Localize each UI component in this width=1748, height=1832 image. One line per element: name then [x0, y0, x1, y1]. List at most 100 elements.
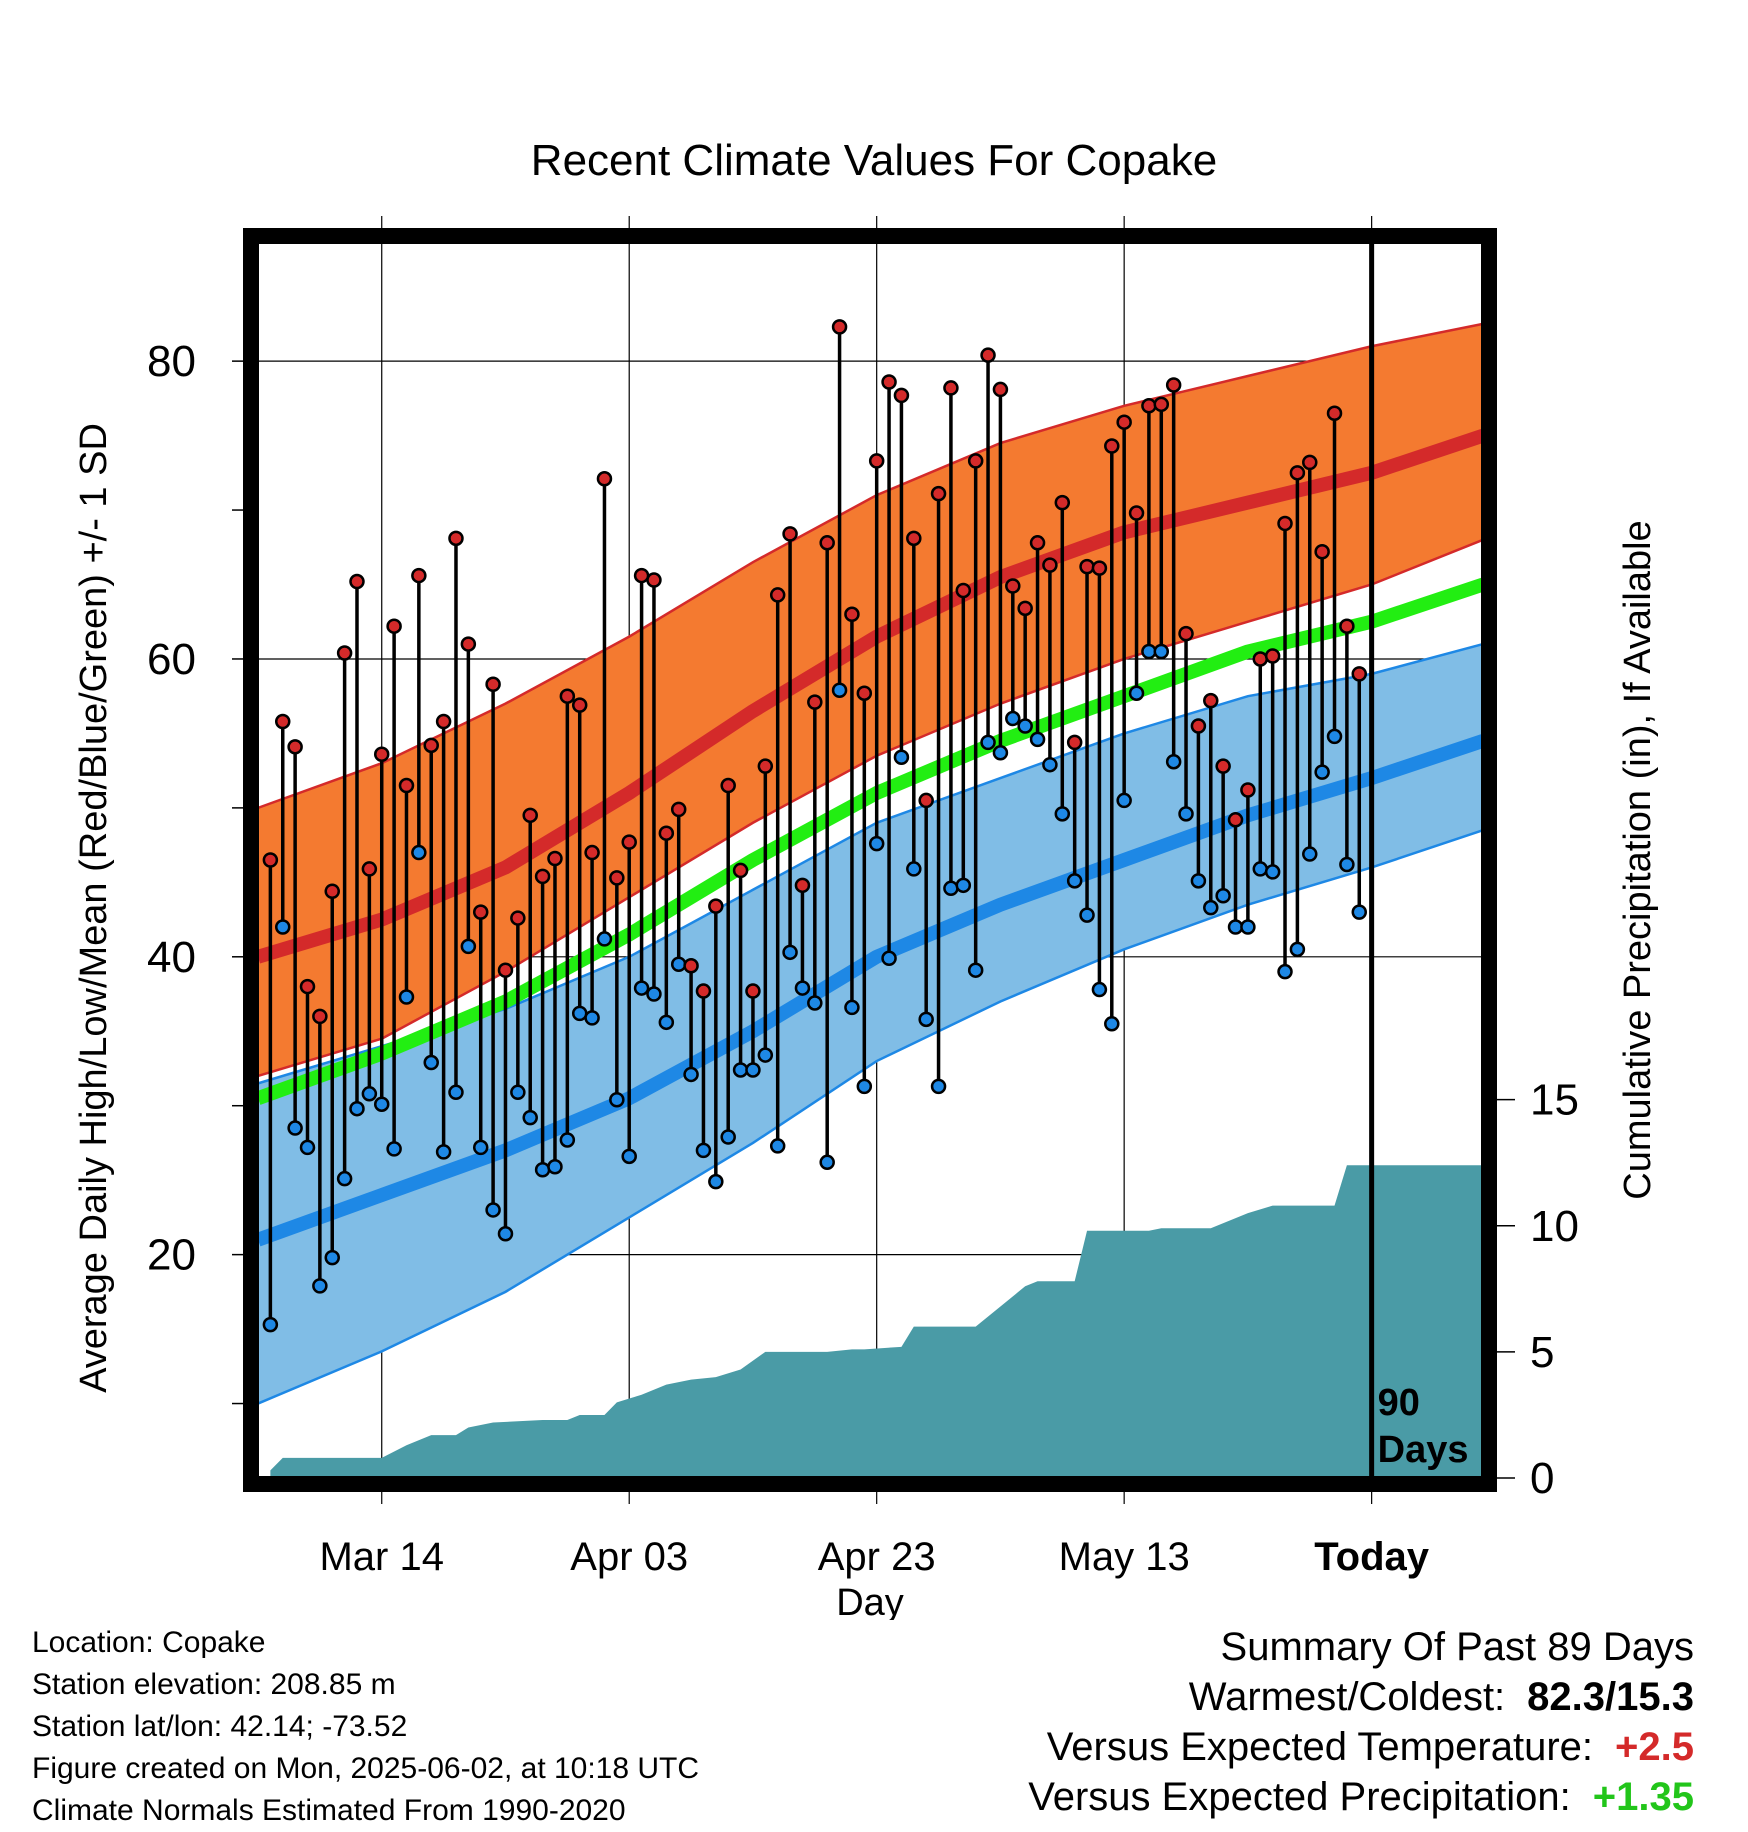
- daily-high-point: [547, 850, 563, 867]
- daily-low-point: [262, 1316, 279, 1333]
- daily-low-point: [274, 919, 291, 935]
- daily-low-point: [807, 995, 823, 1011]
- daily-low-point: [460, 938, 477, 955]
- station-info: Location: Copake Station elevation: 208.…: [32, 1622, 699, 1832]
- daily-high-point: [1178, 625, 1194, 642]
- daily-low-point: [1091, 981, 1108, 998]
- daily-high-point: [831, 319, 848, 335]
- daily-low-point: [1190, 873, 1207, 889]
- daily-high-point: [918, 792, 934, 809]
- daily-low-point: [1029, 731, 1046, 748]
- daily-low-point: [1165, 753, 1182, 770]
- daily-low-point: [720, 1129, 736, 1145]
- daily-low-point: [1351, 904, 1368, 920]
- daily-high-point: [1042, 557, 1058, 573]
- x-tick-label: May 13: [1059, 1535, 1190, 1579]
- daily-high-point: [856, 685, 873, 701]
- daily-low-point: [299, 1139, 316, 1156]
- daily-high-point: [609, 870, 625, 886]
- created-text: Figure created on Mon, 2025-06-02, at 10…: [32, 1752, 700, 1785]
- summary-panel: Summary Of Past 89 Days Warmest/Coldest:…: [1028, 1622, 1694, 1822]
- daily-low-point: [1314, 764, 1330, 780]
- daily-low-point: [411, 844, 427, 861]
- daily-low-point: [856, 1078, 873, 1095]
- daily-high-point: [336, 645, 353, 661]
- daily-low-point: [559, 1132, 576, 1148]
- daily-low-point: [349, 1100, 365, 1117]
- daily-high-point: [980, 347, 996, 363]
- daily-high-point: [819, 535, 835, 551]
- daily-high-point: [967, 453, 984, 469]
- daily-low-point: [386, 1141, 402, 1157]
- normals-text: Climate Normals Estimated From 1990-2020: [32, 1794, 626, 1827]
- daily-high-point: [534, 868, 551, 885]
- daily-high-point: [1203, 692, 1219, 709]
- daily-low-point: [782, 944, 798, 961]
- daily-high-point: [943, 380, 959, 396]
- daily-low-point: [646, 986, 662, 1002]
- daily-high-point: [646, 572, 662, 588]
- daily-high-point: [1165, 377, 1182, 393]
- daily-low-point: [1005, 710, 1021, 727]
- daily-low-point: [1302, 846, 1318, 862]
- daily-low-point: [510, 1084, 526, 1101]
- daily-low-point: [1128, 685, 1145, 701]
- daily-high-point: [287, 739, 303, 755]
- daily-high-point: [1252, 651, 1269, 667]
- daily-high-point: [732, 862, 749, 879]
- daily-high-point: [361, 861, 378, 877]
- daily-high-point: [794, 877, 811, 894]
- daily-high-point: [584, 844, 600, 861]
- daily-high-point: [497, 962, 514, 978]
- precip-label: Versus Expected Precipitation:: [1028, 1775, 1571, 1819]
- x-tick-label: Apr 03: [570, 1535, 688, 1579]
- daily-low-point: [1066, 873, 1083, 889]
- daily-low-point: [930, 1078, 947, 1095]
- daily-low-point: [1277, 963, 1293, 980]
- daily-low-point: [893, 749, 910, 765]
- daily-high-point: [1153, 396, 1170, 413]
- daily-high-point: [1104, 438, 1120, 454]
- daily-high-point: [1190, 718, 1207, 734]
- daily-high-point: [844, 606, 860, 623]
- daily-high-point: [683, 957, 699, 974]
- high-sd-band: [258, 323, 1483, 1076]
- daily-high-point: [757, 758, 774, 774]
- daily-low-point: [1264, 864, 1281, 880]
- daily-low-point: [670, 956, 687, 972]
- precip-area: [270, 1165, 1483, 1478]
- climate-chart: Recent Climate Values For Copake 90 Days 2…: [73, 136, 1659, 1620]
- daily-low-point: [844, 999, 860, 1016]
- daily-high-point: [435, 713, 452, 730]
- daily-low-point: [336, 1170, 353, 1187]
- daily-high-point: [807, 694, 823, 710]
- daily-low-point: [534, 1161, 551, 1178]
- daily-low-point: [918, 1011, 934, 1028]
- daily-low-point: [1227, 919, 1244, 935]
- daily-low-point: [596, 931, 613, 947]
- today-marker-label: 90: [1378, 1382, 1420, 1424]
- daily-high-point: [312, 1008, 328, 1025]
- x-tick-label: Apr 23: [818, 1535, 936, 1579]
- x-tick-label: Today: [1314, 1535, 1430, 1579]
- x-axis-label: Day: [836, 1582, 904, 1620]
- daily-high-point: [1240, 782, 1256, 798]
- y2-tick-label: 5: [1530, 1328, 1554, 1377]
- y2-tick-label: 10: [1530, 1202, 1579, 1251]
- daily-high-point: [720, 777, 736, 794]
- daily-low-point: [571, 1005, 588, 1022]
- daily-high-point: [1351, 666, 1368, 682]
- daily-high-point: [398, 777, 415, 794]
- temp-value: +2.5: [1615, 1725, 1694, 1769]
- daily-high-point: [373, 746, 390, 763]
- daily-high-point: [868, 453, 885, 469]
- daily-high-point: [1005, 578, 1021, 594]
- daily-high-point: [262, 852, 279, 868]
- daily-high-point: [745, 983, 761, 999]
- daily-high-point: [1227, 812, 1244, 828]
- summary-temp: Versus Expected Temperature: +2.5: [1028, 1722, 1694, 1772]
- daily-high-point: [460, 636, 477, 652]
- y2-axis-label: Cumulative Precipitation (in), If Availa…: [1617, 520, 1659, 1199]
- daily-low-point: [992, 745, 1009, 761]
- daily-high-point: [1017, 600, 1033, 617]
